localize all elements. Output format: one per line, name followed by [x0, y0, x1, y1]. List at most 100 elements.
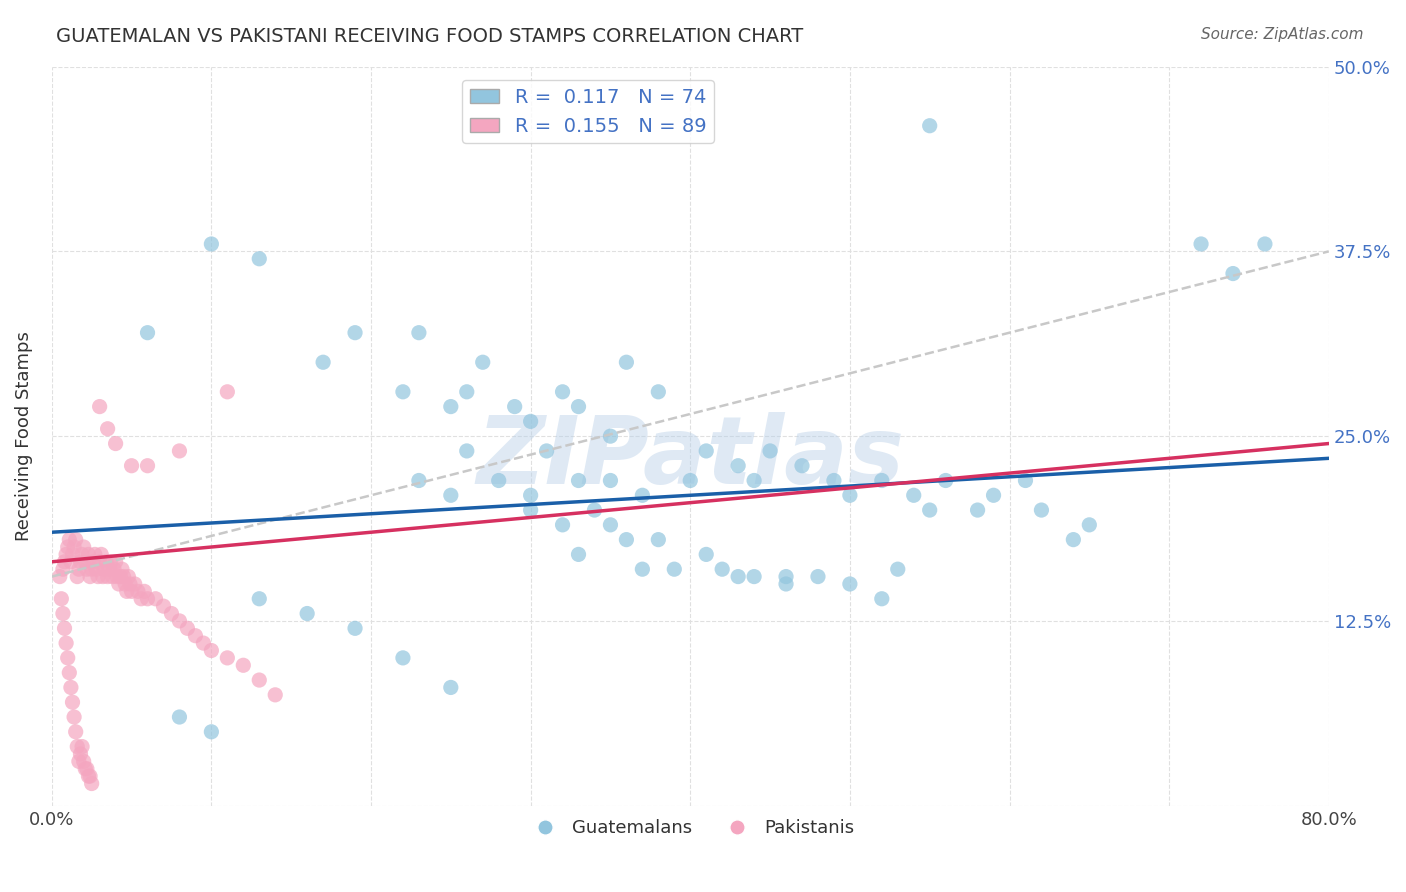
Point — [519, 414, 541, 428]
Point — [647, 533, 669, 547]
Point — [312, 355, 335, 369]
Point — [75, 555, 97, 569]
Point — [73, 540, 96, 554]
Point — [200, 724, 222, 739]
Point — [775, 569, 797, 583]
Text: Source: ZipAtlas.com: Source: ZipAtlas.com — [1201, 27, 1364, 42]
Point — [536, 444, 558, 458]
Point — [807, 569, 830, 583]
Point — [838, 577, 860, 591]
Point — [599, 429, 621, 443]
Point — [103, 562, 125, 576]
Point — [742, 474, 765, 488]
Point — [344, 621, 367, 635]
Point — [567, 548, 589, 562]
Point — [62, 695, 84, 709]
Point — [295, 607, 318, 621]
Point — [152, 599, 174, 614]
Point — [136, 458, 159, 473]
Point — [247, 591, 270, 606]
Point — [70, 739, 93, 754]
Point — [264, 688, 287, 702]
Point — [870, 474, 893, 488]
Point — [117, 569, 139, 583]
Point — [104, 436, 127, 450]
Point — [193, 636, 215, 650]
Point — [86, 562, 108, 576]
Point — [75, 762, 97, 776]
Point — [91, 569, 114, 583]
Point — [176, 621, 198, 635]
Point — [870, 591, 893, 606]
Point — [727, 458, 749, 473]
Point — [887, 562, 910, 576]
Point — [104, 555, 127, 569]
Point — [217, 384, 239, 399]
Point — [73, 755, 96, 769]
Point — [52, 607, 75, 621]
Point — [93, 562, 115, 576]
Point — [711, 562, 734, 576]
Point — [112, 569, 135, 583]
Point — [488, 474, 510, 488]
Point — [62, 548, 84, 562]
Point — [1189, 237, 1212, 252]
Point — [503, 400, 526, 414]
Point — [616, 355, 638, 369]
Point — [59, 555, 82, 569]
Point — [217, 651, 239, 665]
Point — [87, 569, 110, 583]
Point — [775, 577, 797, 591]
Point — [679, 474, 702, 488]
Point — [599, 517, 621, 532]
Point — [82, 555, 104, 569]
Point — [124, 577, 146, 591]
Point — [567, 400, 589, 414]
Point — [631, 488, 654, 502]
Point — [107, 577, 129, 591]
Point — [55, 636, 77, 650]
Text: ZIPatlas: ZIPatlas — [477, 412, 904, 504]
Point — [1078, 517, 1101, 532]
Point — [97, 422, 120, 436]
Point — [58, 533, 80, 547]
Point — [134, 584, 156, 599]
Point — [631, 562, 654, 576]
Point — [55, 548, 77, 562]
Point — [519, 488, 541, 502]
Point — [695, 444, 717, 458]
Point — [56, 540, 79, 554]
Point — [66, 739, 89, 754]
Point — [695, 548, 717, 562]
Point — [77, 548, 100, 562]
Point — [392, 651, 415, 665]
Point — [200, 237, 222, 252]
Point — [918, 503, 941, 517]
Point — [115, 584, 138, 599]
Point — [114, 577, 136, 591]
Point — [247, 252, 270, 266]
Legend: Guatemalans, Pakistanis: Guatemalans, Pakistanis — [519, 813, 862, 845]
Point — [67, 755, 90, 769]
Point — [551, 517, 574, 532]
Point — [67, 562, 90, 576]
Point — [121, 584, 143, 599]
Point — [65, 724, 87, 739]
Point — [76, 762, 98, 776]
Point — [616, 533, 638, 547]
Point — [136, 326, 159, 340]
Point — [519, 503, 541, 517]
Point — [169, 614, 191, 628]
Point — [80, 776, 103, 790]
Point — [169, 444, 191, 458]
Point — [79, 569, 101, 583]
Point — [567, 474, 589, 488]
Point — [1014, 474, 1036, 488]
Point — [129, 591, 152, 606]
Point — [59, 681, 82, 695]
Point — [440, 681, 463, 695]
Point — [77, 769, 100, 783]
Point — [52, 562, 75, 576]
Point — [247, 673, 270, 687]
Point — [918, 119, 941, 133]
